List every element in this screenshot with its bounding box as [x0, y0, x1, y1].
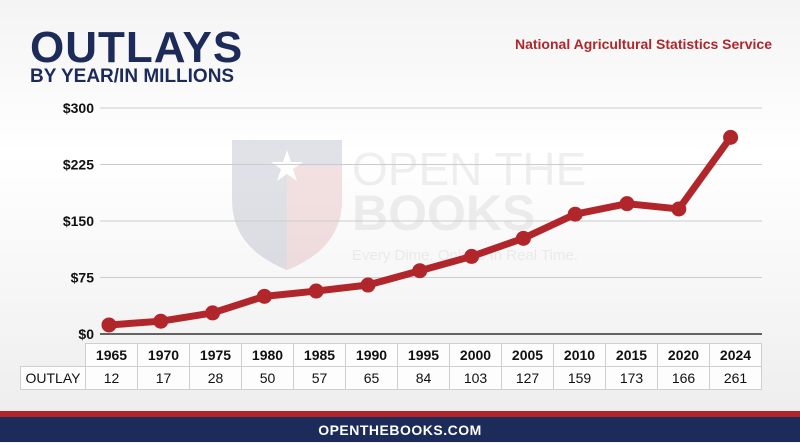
row-label: OUTLAY	[20, 366, 86, 390]
y-tick-label: $150	[63, 213, 94, 229]
data-point-1990	[360, 277, 376, 293]
y-tick-label: $0	[78, 326, 94, 342]
data-point-1985	[308, 283, 324, 299]
data-point-1995	[412, 263, 428, 279]
data-point-2010	[567, 206, 583, 222]
y-tick-label: $300	[63, 100, 94, 116]
shield-icon	[232, 140, 342, 270]
watermark: OPEN THE BOOKS Every Dime. Online. In Re…	[232, 140, 586, 270]
gridlines	[100, 107, 762, 335]
watermark-line2: BOOKS	[352, 185, 535, 241]
data-label: 159	[553, 366, 606, 390]
x-tick-label: 1965	[85, 343, 138, 367]
data-point-2024	[723, 129, 739, 145]
data-point-1980	[256, 288, 272, 304]
y-tick-label: $75	[71, 270, 95, 286]
x-tick-label: 1990	[345, 343, 398, 367]
data-label: 65	[345, 366, 398, 390]
year-row: 1965 1970 1975 1980 1985 1990 1995 2000 2005 2010…	[21, 343, 762, 367]
x-tick-label: 1995	[397, 343, 450, 367]
data-point-1965	[101, 317, 117, 333]
x-tick-label: 2000	[449, 343, 502, 367]
data-point-1975	[205, 305, 221, 321]
data-label: 28	[189, 366, 242, 390]
x-tick-label: 2024	[709, 343, 762, 367]
data-label: 57	[293, 366, 346, 390]
watermark-line1: OPEN THE	[352, 143, 586, 195]
x-tick-label: 1970	[137, 343, 190, 367]
data-point-2015	[619, 196, 635, 212]
data-point-2000	[464, 248, 480, 264]
x-tick-label: 1975	[189, 343, 242, 367]
x-tick-label: 2005	[501, 343, 554, 367]
data-table: 1965 1970 1975 1980 1985 1990 1995 2000 2005 2010…	[20, 343, 762, 390]
x-tick-label: 1980	[241, 343, 294, 367]
data-label: 12	[85, 366, 138, 390]
data-point-2005	[515, 230, 531, 246]
series-outlay	[101, 129, 739, 333]
x-tick-label: 1985	[293, 343, 346, 367]
data-label: 127	[501, 366, 554, 390]
footer-stripe	[0, 411, 800, 417]
data-point-1970	[153, 313, 169, 329]
x-tick-label: 2010	[553, 343, 606, 367]
x-tick-label: 2015	[605, 343, 658, 367]
data-label: 261	[709, 366, 762, 390]
value-row: OUTLAY 12 17 28 50 57 65 84 103 127 159 173 166 261	[20, 366, 762, 390]
y-axis-ticks: $0 $75 $150 $225 $300	[63, 100, 94, 342]
data-label: 173	[605, 366, 658, 390]
data-label: 50	[241, 366, 294, 390]
chart-title: OUTLAYS	[30, 23, 244, 72]
source-label: National Agricultural Statistics Service	[514, 36, 772, 52]
data-label: 17	[137, 366, 190, 390]
x-tick-label: 2020	[657, 343, 710, 367]
data-label: 84	[397, 366, 450, 390]
y-tick-label: $225	[63, 157, 94, 173]
data-label: 166	[657, 366, 710, 390]
footer-url[interactable]: OPENTHEBOOKS.COM	[0, 417, 800, 442]
chart-subtitle: BY YEAR/IN MILLIONS	[30, 66, 235, 87]
data-point-2020	[671, 201, 687, 217]
data-label: 103	[449, 366, 502, 390]
